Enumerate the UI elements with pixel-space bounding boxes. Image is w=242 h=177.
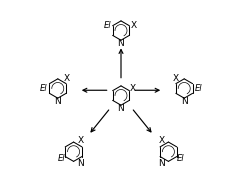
Text: El: El: [177, 154, 185, 163]
Text: El: El: [195, 84, 202, 93]
Text: El: El: [40, 84, 47, 93]
Text: El: El: [57, 154, 65, 163]
Text: X: X: [130, 84, 136, 93]
Text: X: X: [131, 21, 137, 30]
Text: X: X: [63, 74, 69, 83]
Text: X: X: [77, 136, 83, 144]
Text: N: N: [54, 97, 61, 106]
Text: N: N: [181, 97, 188, 106]
Text: N: N: [118, 104, 124, 113]
Text: N: N: [159, 159, 165, 168]
Text: El: El: [104, 21, 112, 30]
Text: N: N: [77, 159, 83, 168]
Text: X: X: [159, 136, 165, 144]
Text: X: X: [173, 74, 179, 83]
Text: N: N: [118, 39, 124, 48]
